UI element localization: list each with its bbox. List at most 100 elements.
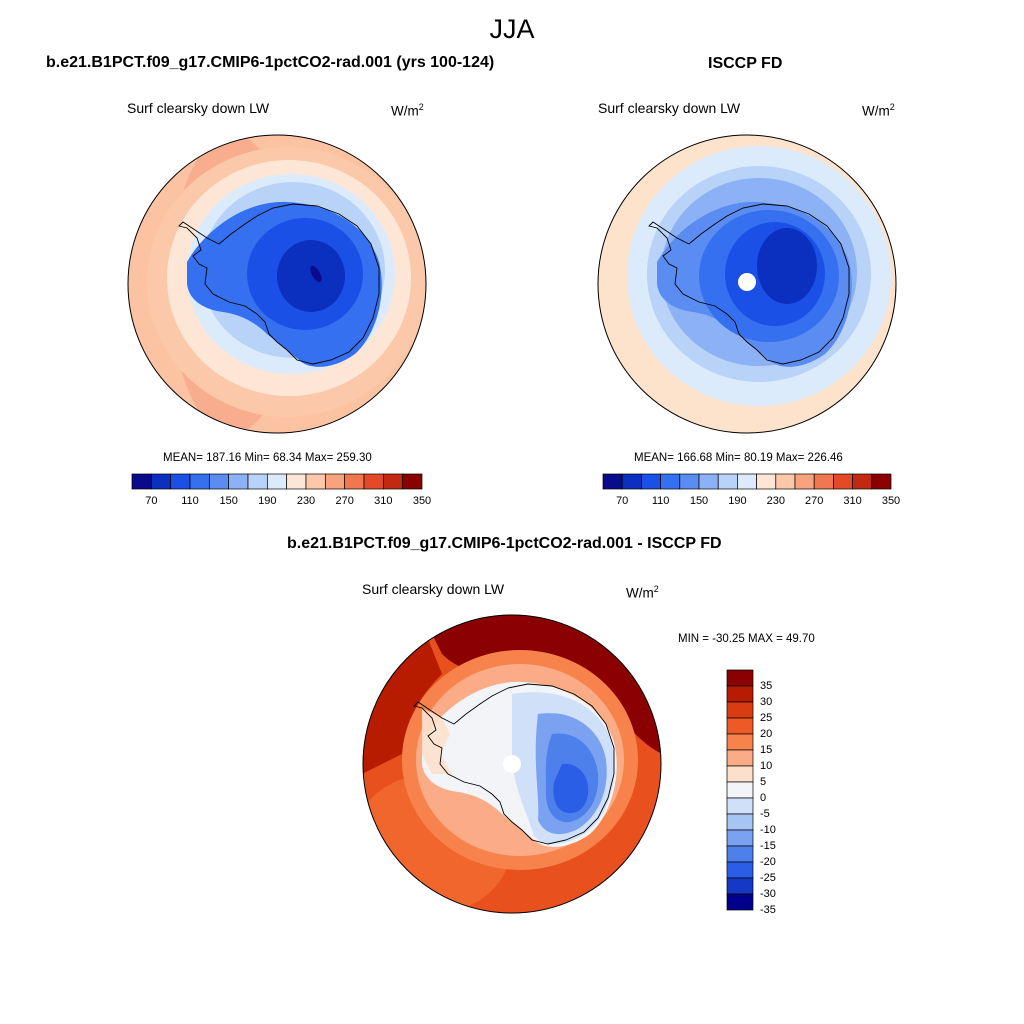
- obs-colorbar-box: [852, 473, 873, 490]
- model-panel-title: b.e21.B1PCT.f09_g17.CMIP6-1pctCO2-rad.00…: [46, 54, 495, 71]
- diff-map-border: [362, 614, 662, 914]
- model-colorbar: [131, 473, 423, 490]
- diff-colorbar-tick-label: 30: [760, 696, 773, 708]
- model-colorbar-tick-label: 310: [374, 495, 393, 507]
- diff-colorbar: [726, 669, 754, 911]
- model-colorbar-box: [170, 473, 191, 490]
- diff-colorbar-tick-label: 5: [760, 776, 767, 788]
- model-colorbar-tick-label: 270: [335, 495, 354, 507]
- diff-colorbar-box: [726, 701, 754, 719]
- obs-colorbar-box: [679, 473, 700, 490]
- model-colorbar-box: [150, 473, 172, 490]
- obs-map-border: [597, 134, 897, 434]
- diff-colorbar-box: [726, 685, 754, 703]
- model-colorbar-box: [286, 473, 307, 490]
- diff-colorbar-box: [726, 861, 754, 879]
- model-colorbar-box: [324, 473, 346, 490]
- diff-colorbar-tick-label: -20: [760, 856, 776, 868]
- diff-colorbar-box: [726, 877, 754, 895]
- diff-colorbar-box: [726, 749, 754, 767]
- diff-polar-data-gap: [503, 755, 521, 773]
- obs-colorbar-box: [717, 473, 738, 490]
- model-colorbar-box: [305, 473, 326, 490]
- model-coastline: [178, 203, 380, 365]
- obs-colorbar-box: [621, 473, 642, 490]
- obs-colorbar-tick-label: 270: [805, 495, 824, 507]
- obs-colorbar-box: [660, 473, 681, 490]
- diff-colorbar-tick-label: 0: [760, 792, 767, 804]
- diff-panel-title: b.e21.B1PCT.f09_g17.CMIP6-1pctCO2-rad.00…: [287, 535, 722, 552]
- model-field-plateau: [277, 240, 345, 312]
- obs-colorbar-box: [602, 473, 623, 490]
- model-colorbar-tick-label: 190: [258, 495, 277, 507]
- diff-colorbar-box: [726, 669, 754, 687]
- model-polar-map: [127, 134, 427, 434]
- model-colorbar-box: [363, 473, 384, 490]
- diff-colorbar-tick-label: 15: [760, 744, 773, 756]
- obs-colorbar-tick-label: 150: [689, 495, 709, 507]
- model-colorbar-tick-label: 150: [219, 495, 238, 507]
- obs-colorbar-box: [737, 473, 757, 490]
- model-colorbar-box: [189, 473, 210, 490]
- diff-colorbar-tick-label: -5: [760, 808, 770, 820]
- model-variable-label: Surf clearsky down LW: [127, 100, 270, 116]
- model-colorbar-box: [208, 473, 230, 490]
- obs-colorbar: [602, 473, 892, 490]
- obs-variable-label: Surf clearsky down LW: [598, 100, 741, 116]
- diff-colorbar-box: [726, 765, 754, 783]
- model-colorbar-box: [344, 473, 365, 490]
- model-colorbar-box: [247, 473, 268, 490]
- model-field-minimum: [310, 265, 322, 283]
- obs-colorbar-labels: 70 110 150 190 230 270 310 350: [603, 495, 900, 509]
- obs-polar-map: [597, 134, 897, 434]
- obs-polar-data-gap: [738, 273, 756, 291]
- model-stats: MEAN= 187.16 Min= 68.34 Max= 259.30: [163, 452, 372, 464]
- obs-colorbar-box: [641, 473, 661, 490]
- obs-colorbar-tick-label: 190: [728, 495, 747, 507]
- model-colorbar-labels: 70 110 150 190 230 270 310 350: [132, 495, 431, 509]
- diff-coastline: [413, 683, 615, 845]
- obs-colorbar-box: [833, 473, 853, 490]
- diff-field-min-region: [553, 763, 589, 814]
- obs-field-core: [757, 228, 817, 304]
- diff-colorbar-box: [726, 717, 754, 735]
- model-colorbar-tick-label: 350: [412, 495, 432, 507]
- model-colorbar-box: [266, 473, 288, 490]
- diff-colorbar-box: [726, 813, 754, 831]
- diff-colorbar-box: [726, 845, 754, 863]
- obs-colorbar-tick-label: 230: [766, 495, 785, 507]
- diff-colorbar-tick-label: -25: [760, 872, 776, 884]
- obs-colorbar-box: [871, 473, 892, 490]
- model-colorbar-tick-label: 70: [145, 495, 158, 507]
- obs-coastline: [648, 203, 850, 365]
- model-units-label: W/m2: [391, 102, 424, 119]
- diff-colorbar-tick-label: -10: [760, 824, 776, 836]
- model-colorbar-tick-label: 230: [296, 495, 316, 507]
- diff-colorbar-box: [726, 733, 754, 751]
- obs-units-label: W/m2: [862, 102, 895, 119]
- obs-stats: MEAN= 166.68 Min= 80.19 Max= 226.46: [634, 452, 843, 464]
- diff-colorbar-box: [726, 781, 754, 799]
- obs-colorbar-tick-label: 350: [881, 495, 901, 507]
- obs-colorbar-tick-label: 310: [843, 495, 862, 507]
- diff-colorbar-box: [726, 893, 754, 911]
- diff-field-max-region: [422, 615, 661, 754]
- diff-colorbar-box: [726, 797, 754, 815]
- diff-colorbar-tick-label: -35: [760, 904, 776, 916]
- season-title: JJA: [489, 14, 535, 44]
- diff-polar-map: [362, 614, 662, 914]
- obs-colorbar-box: [813, 473, 834, 490]
- model-colorbar-tick-label: 110: [181, 495, 199, 507]
- model-map-border: [127, 134, 427, 434]
- diff-colorbar-tick-label: 35: [760, 680, 773, 692]
- diff-colorbar-tick-label: 10: [760, 760, 773, 772]
- diff-field-peninsula: [422, 708, 452, 774]
- obs-colorbar-tick-label: 70: [616, 495, 629, 507]
- diff-variable-label: Surf clearsky down LW: [362, 581, 505, 597]
- diff-colorbar-tick-label: 25: [760, 712, 773, 724]
- diff-colorbar-tick-label: -15: [760, 840, 776, 852]
- diff-stats: MIN = -30.25 MAX = 49.70: [678, 633, 815, 645]
- model-colorbar-box: [382, 473, 404, 490]
- obs-colorbar-box: [756, 473, 777, 490]
- diff-colorbar-labels: 35 30 25 20 15 10 5 0 -5 -10 -15 -20 -25 -30 -35: [760, 670, 800, 916]
